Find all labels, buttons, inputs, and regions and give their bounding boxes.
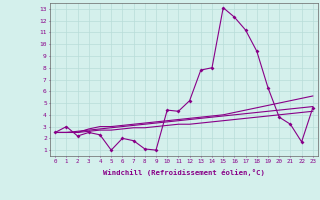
X-axis label: Windchill (Refroidissement éolien,°C): Windchill (Refroidissement éolien,°C) — [103, 169, 265, 176]
